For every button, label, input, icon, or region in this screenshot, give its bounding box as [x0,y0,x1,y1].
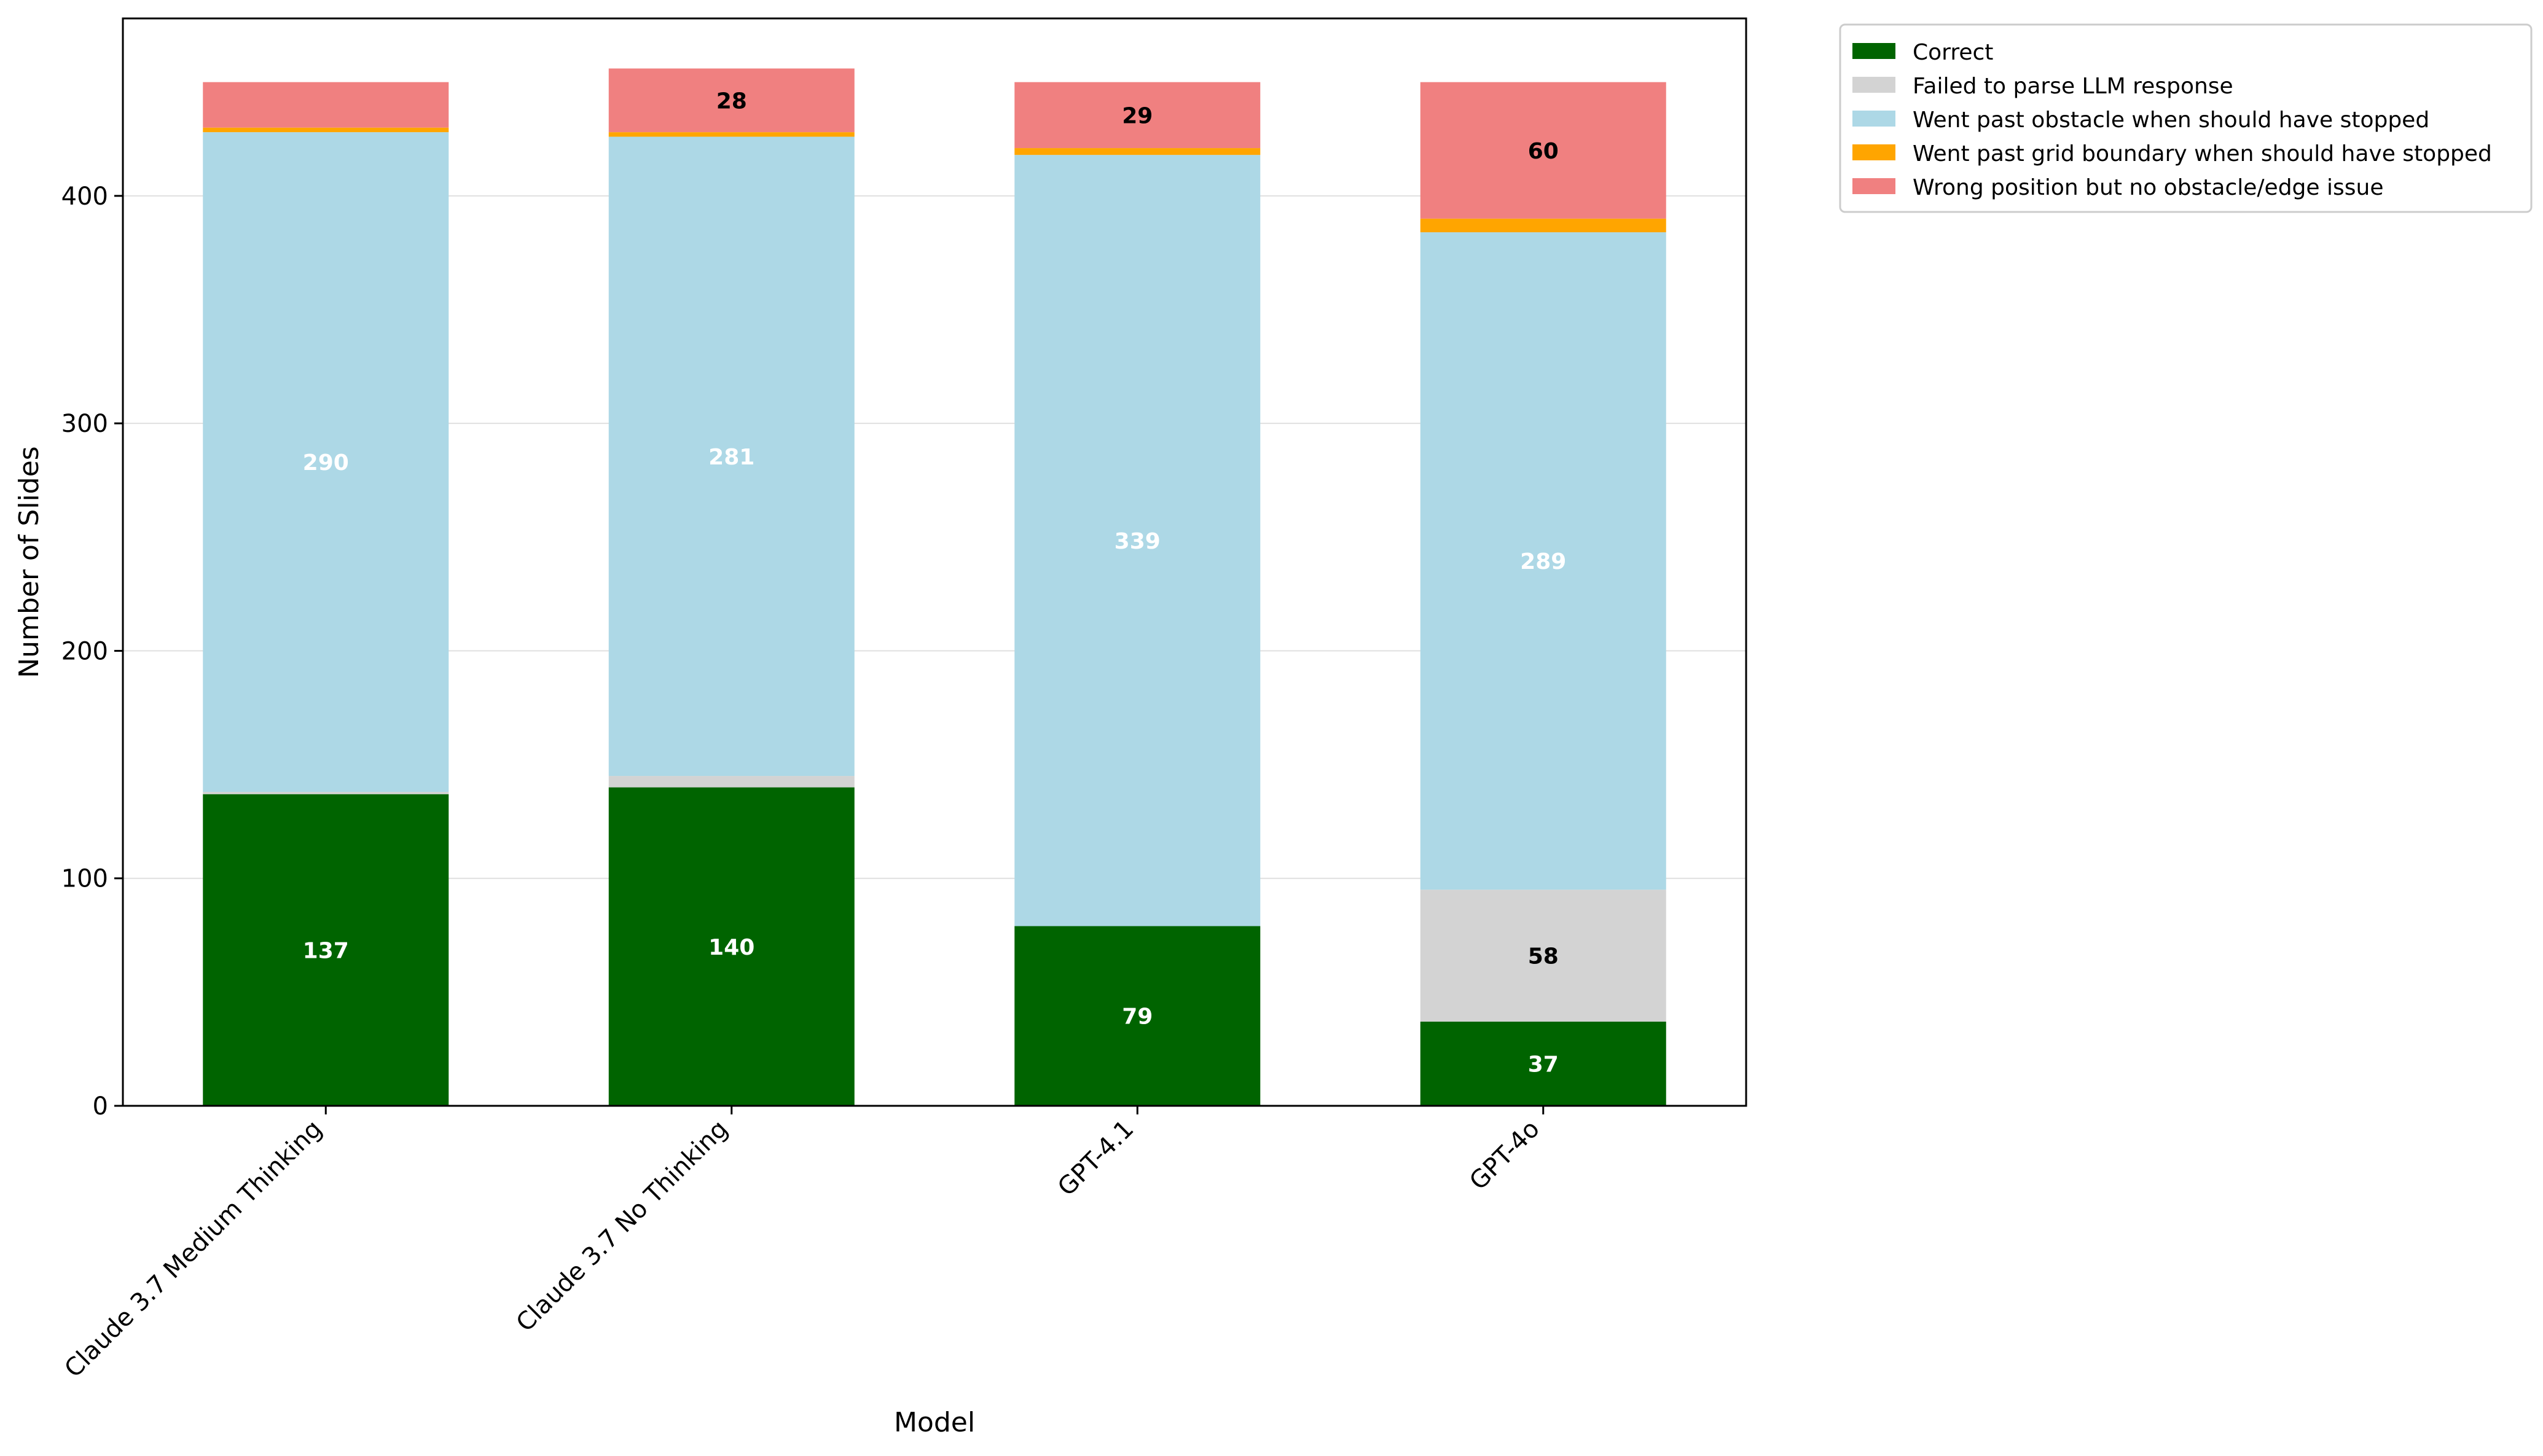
bar-segment [1014,155,1261,926]
data-label: 29 [1122,103,1153,128]
y-tick-label: 200 [61,637,108,665]
plot-frame [122,17,1747,1107]
x-tick-label: GPT-4.1 [1052,1115,1139,1202]
bar-segment [608,776,855,788]
bar-segment [203,132,449,792]
data-label: 339 [1115,529,1161,554]
data-label: 37 [1528,1052,1559,1077]
data-label: 58 [1528,944,1559,969]
bar-segment [1420,82,1666,219]
legend-swatch [1852,77,1895,93]
legend-label: Wrong position but no obstacle/edge issu… [1913,175,2383,200]
data-label: 281 [708,445,754,470]
bar-segment [1420,890,1666,1022]
legend-swatch [1852,43,1895,59]
bar-segment [1420,218,1666,233]
data-label: 290 [303,450,349,476]
data-label: 137 [303,938,349,963]
bar-segment [203,127,449,133]
bar-segment [1014,926,1261,1106]
bar-segment [1420,232,1666,890]
bar-segment [608,132,855,137]
bar-segment [1014,82,1261,149]
bar-segment [608,136,855,777]
data-label: 28 [716,88,747,114]
data-label: 140 [708,935,754,960]
legend-label: Failed to parse LLM response [1913,74,2233,99]
legend-label: Went past obstacle when should have stop… [1913,108,2429,133]
data-label: 60 [1528,139,1559,164]
y-tick-label: 100 [61,865,108,893]
bar-segment [203,794,449,1106]
x-tick-label: Claude 3.7 No Thinking [511,1115,734,1337]
bar-segment [1420,1021,1666,1106]
legend-label: Went past grid boundary when should have… [1913,141,2492,166]
bar-segment [608,68,855,133]
bar-segment [203,791,449,794]
bars [203,68,1666,1106]
bar-labels: 137 290 140 281 28 79 339 29 37 58 289 60 [303,88,1567,1077]
legend-swatch [1852,111,1895,127]
bar-segment [203,82,449,128]
x-tick-label: GPT-4o [1464,1115,1545,1196]
y-tick-label: 400 [61,182,108,211]
legend-swatch [1852,178,1895,194]
legend: Correct Failed to parse LLM response Went … [1839,23,2533,213]
x-axis-title: Model [894,1407,975,1438]
y-tick-label: 300 [61,410,108,438]
y-axis-title: Number of Slides [14,446,45,678]
bar-segment [1014,148,1261,155]
legend-swatch [1852,144,1895,160]
data-label: 289 [1520,549,1566,574]
legend-label: Correct [1913,40,1993,65]
y-tick-label: 0 [93,1092,108,1121]
x-tick-label: Claude 3.7 Medium Thinking [59,1115,327,1384]
legend-frame [1839,23,2533,213]
bar-segment [608,787,855,1106]
data-label: 79 [1122,1004,1153,1030]
